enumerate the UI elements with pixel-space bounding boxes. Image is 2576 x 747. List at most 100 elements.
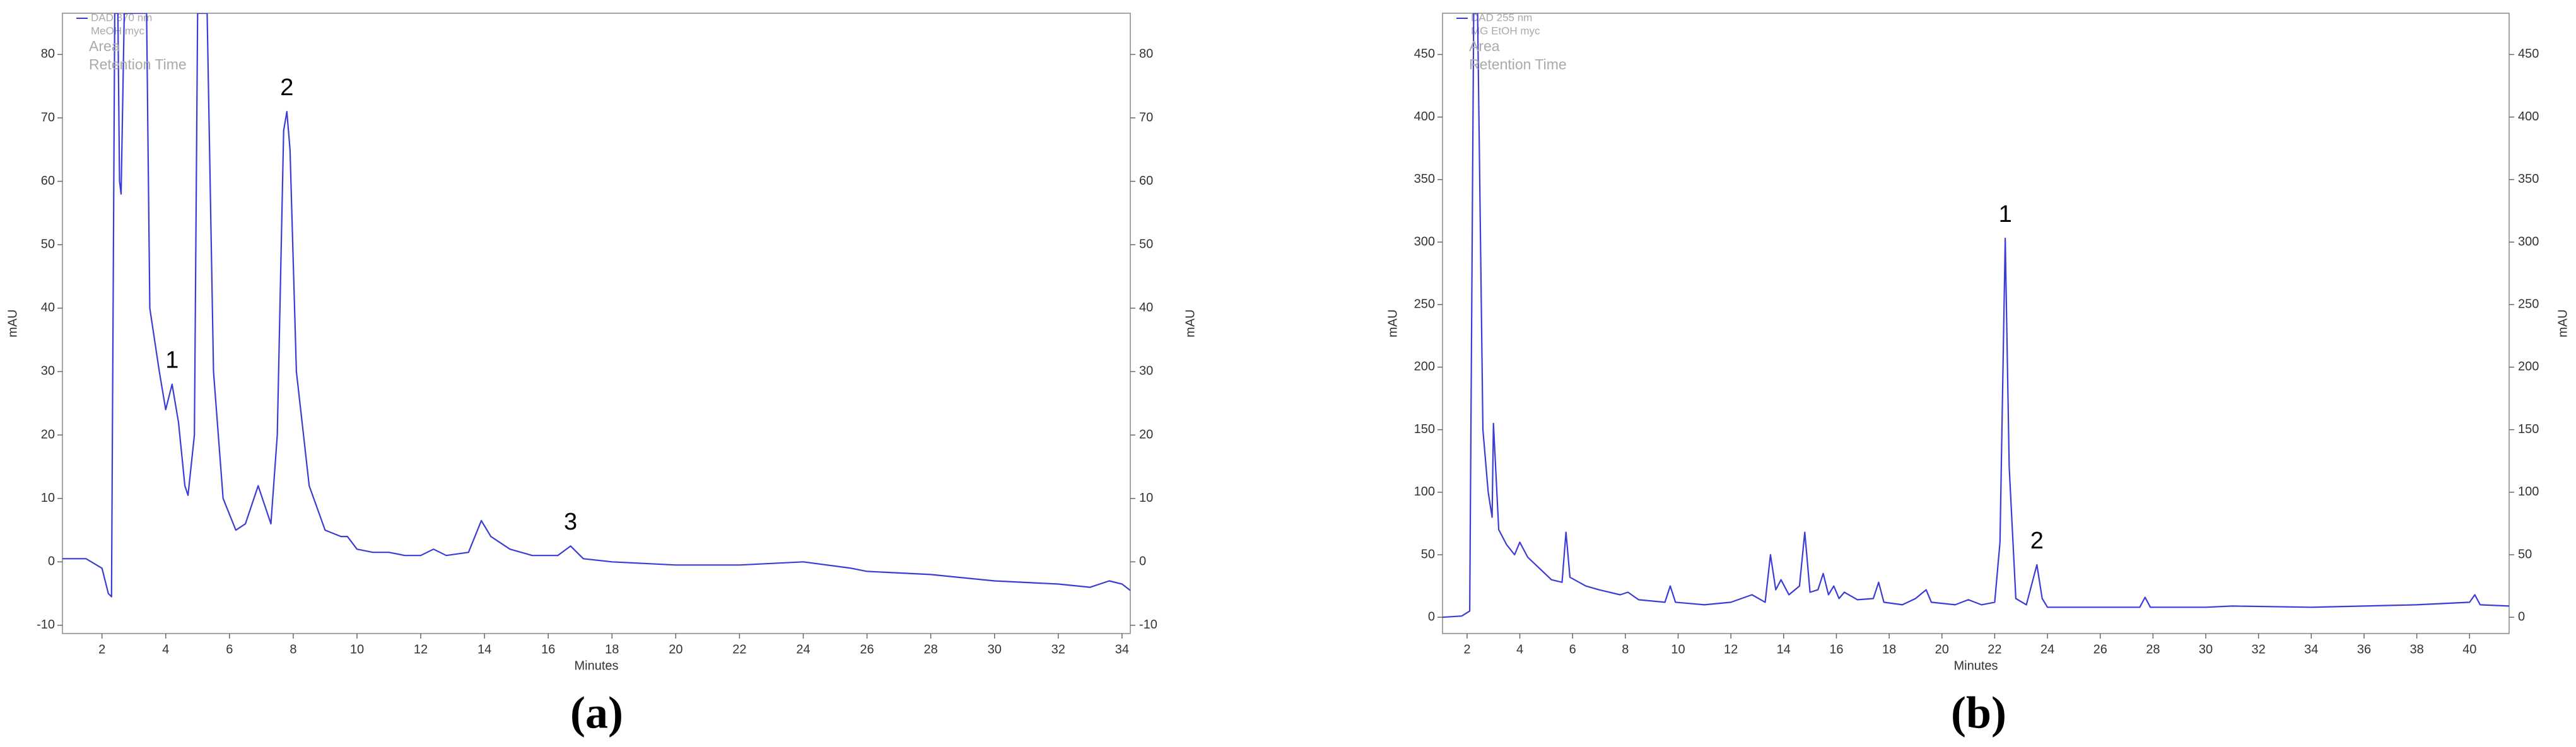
- x-tick-label: 32: [1051, 642, 1065, 656]
- y2-tick-label: 10: [1139, 491, 1153, 505]
- y-tick-label: 20: [41, 427, 55, 441]
- x-tick-label: 16: [1829, 642, 1843, 656]
- y2-tick-label: 20: [1139, 427, 1153, 441]
- chart-panel: -10 -10 0 0 10 10 20 20 30 30 40 40 50 50 60 60 70 70 80 80…: [6, 11, 1197, 738]
- x-tick-label: 38: [2409, 642, 2423, 656]
- chart-panel: 0 0 50 50 100 100 150 150 200 200 250 250 300 300 350 3…: [1386, 11, 2570, 738]
- y-tick-label: 450: [1414, 47, 1435, 61]
- x-tick-label: 18: [1882, 642, 1896, 656]
- y-axis-label: mAU: [6, 310, 20, 337]
- y2-tick-label: -10: [1139, 618, 1157, 632]
- legend-sample: MG EtOH myc: [1471, 25, 1540, 37]
- plot-frame: [1442, 13, 2510, 634]
- y-tick-label: 350: [1414, 172, 1435, 186]
- y2-tick-label: 150: [2518, 422, 2539, 436]
- x-tick-label: 4: [162, 642, 169, 656]
- y2-tick-label: 50: [2518, 547, 2532, 561]
- x-tick-label: 8: [290, 642, 296, 656]
- x-tick-label: 20: [669, 642, 682, 656]
- peak-label: 2: [2030, 528, 2044, 554]
- x-tick-label: 22: [1988, 642, 2001, 656]
- y-tick-label: 60: [41, 174, 55, 188]
- peak-label: 1: [1999, 201, 2012, 228]
- x-tick-label: 2: [1463, 642, 1470, 656]
- x-tick-label: 4: [1516, 642, 1523, 656]
- y2-tick-label: 450: [2518, 47, 2539, 61]
- x-tick-label: 36: [2357, 642, 2371, 656]
- y2-tick-label: 30: [1139, 364, 1153, 378]
- y-tick-label: -10: [37, 618, 55, 632]
- y2-tick-label: 100: [2518, 485, 2539, 499]
- y-tick-label: 50: [41, 238, 55, 252]
- y2-axis-label: mAU: [1183, 310, 1197, 337]
- x-tick-label: 26: [2093, 642, 2107, 656]
- peak-label: 2: [280, 74, 293, 101]
- plot-frame: [62, 13, 1131, 634]
- x-tick-label: 40: [2462, 642, 2476, 656]
- y-tick-label: 0: [1428, 610, 1435, 623]
- x-tick-label: 24: [2040, 642, 2054, 656]
- y-tick-label: 30: [41, 364, 55, 378]
- x-tick-label: 30: [988, 642, 1002, 656]
- y-tick-label: 100: [1414, 485, 1435, 499]
- x-tick-label: 14: [477, 642, 491, 656]
- y-tick-label: 300: [1414, 235, 1435, 248]
- y2-tick-label: 300: [2518, 235, 2539, 248]
- y-tick-label: 40: [41, 301, 55, 315]
- y2-tick-label: 0: [2518, 610, 2525, 623]
- y2-tick-label: 200: [2518, 360, 2539, 374]
- x-tick-label: 30: [2199, 642, 2213, 656]
- y-tick-label: 80: [41, 47, 55, 61]
- y2-tick-label: 50: [1139, 238, 1153, 252]
- panel-label: (b): [1951, 688, 2006, 738]
- y-tick-label: 10: [41, 491, 55, 505]
- x-tick-label: 8: [1622, 642, 1629, 656]
- x-tick-label: 26: [860, 642, 874, 656]
- chromatogram-line: [62, 13, 1130, 598]
- y2-tick-label: 400: [2518, 110, 2539, 124]
- info-label: Retention Time: [89, 56, 187, 72]
- chromatogram-line: [1443, 13, 2509, 618]
- x-tick-label: 14: [1777, 642, 1791, 656]
- y-axis-label: mAU: [1386, 310, 1400, 337]
- x-axis-label: Minutes: [574, 659, 618, 673]
- x-tick-label: 24: [796, 642, 810, 656]
- info-label: Retention Time: [1469, 56, 1567, 72]
- x-tick-label: 12: [1724, 642, 1738, 656]
- peak-label: 3: [564, 509, 577, 535]
- x-tick-label: 22: [732, 642, 746, 656]
- x-tick-label: 34: [2304, 642, 2318, 656]
- y-tick-label: 150: [1414, 422, 1435, 436]
- x-tick-label: 34: [1115, 642, 1129, 656]
- y2-tick-label: 250: [2518, 298, 2539, 311]
- x-tick-label: 6: [1569, 642, 1576, 656]
- x-axis-label: Minutes: [1953, 659, 1998, 673]
- y-tick-label: 0: [48, 555, 55, 569]
- panel-label: (a): [570, 688, 623, 738]
- legend-label: DAD 370 nm: [91, 11, 152, 23]
- peak-label: 1: [165, 347, 179, 374]
- legend-label: DAD 255 nm: [1471, 11, 1532, 23]
- x-tick-label: 32: [2252, 642, 2266, 656]
- y2-tick-label: 70: [1139, 110, 1153, 124]
- x-tick-label: 16: [541, 642, 555, 656]
- x-tick-label: 6: [226, 642, 233, 656]
- x-tick-label: 18: [605, 642, 619, 656]
- y-tick-label: 400: [1414, 110, 1435, 124]
- y2-tick-label: 80: [1139, 47, 1153, 61]
- y2-axis-label: mAU: [2556, 310, 2570, 337]
- x-tick-label: 28: [2146, 642, 2160, 656]
- y-tick-label: 50: [1421, 547, 1435, 561]
- x-tick-label: 2: [98, 642, 105, 656]
- y-tick-label: 250: [1414, 298, 1435, 311]
- x-tick-label: 20: [1935, 642, 1949, 656]
- y2-tick-label: 60: [1139, 174, 1153, 188]
- info-label: Area: [1469, 38, 1500, 54]
- x-tick-label: 28: [924, 642, 938, 656]
- x-tick-label: 12: [414, 642, 428, 656]
- y-tick-label: 200: [1414, 360, 1435, 374]
- info-label: Area: [89, 38, 120, 54]
- x-tick-label: 10: [350, 642, 364, 656]
- y-tick-label: 70: [41, 110, 55, 124]
- y2-tick-label: 40: [1139, 301, 1153, 315]
